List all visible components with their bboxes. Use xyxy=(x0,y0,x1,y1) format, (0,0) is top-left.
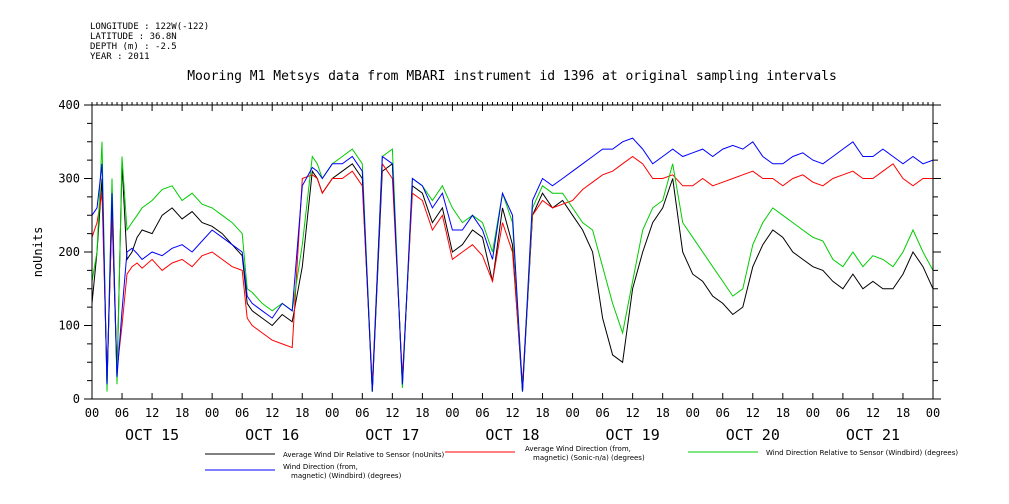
x-tick-label: 00 xyxy=(445,406,459,420)
x-tick-label: 18 xyxy=(295,406,309,420)
x-tick-label: 12 xyxy=(866,406,880,420)
x-tick-label: 06 xyxy=(115,406,129,420)
x-tick-label: 00 xyxy=(85,406,99,420)
x-tick-label: 00 xyxy=(205,406,219,420)
x-tick-label: 18 xyxy=(776,406,790,420)
x-tick-label: 18 xyxy=(535,406,549,420)
day-label: OCT 20 xyxy=(726,426,780,444)
x-tick-label: 00 xyxy=(685,406,699,420)
legend: Average Wind Dir Relative to Sensor (noU… xyxy=(205,445,958,480)
x-tick-label: 12 xyxy=(385,406,399,420)
x-tick-label: 18 xyxy=(896,406,910,420)
legend-label-3: Wind Direction Relative to Sensor (Windb… xyxy=(766,449,958,457)
day-label: OCT 16 xyxy=(245,426,299,444)
series-layer xyxy=(91,137,934,392)
x-tick-label: 00 xyxy=(926,406,940,420)
y-tick-label: 100 xyxy=(58,319,80,333)
y-tick-label: 400 xyxy=(58,98,80,112)
x-tick-label: 12 xyxy=(265,406,279,420)
series-line-1 xyxy=(91,162,934,392)
x-tick-label: 06 xyxy=(355,406,369,420)
series-line-2 xyxy=(91,155,933,385)
chart-title: Mooring M1 Metsys data from MBARI instru… xyxy=(187,69,837,84)
axis-layer: 00 06 12 18 00 06 12 18 00 06 12 18 00 06 12 18 00 06 12 18… xyxy=(58,98,941,444)
legend-label-2: Average Wind Direction (from, magnetic) (… xyxy=(525,445,645,462)
x-tick-label: 12 xyxy=(505,406,519,420)
x-tick-label: 06 xyxy=(836,406,850,420)
latitude-label: LATITUDE : 36.8N xyxy=(90,32,177,42)
legend-label-4: Wind Direction (from, magnetic) (Windbird… xyxy=(283,463,402,480)
x-tick-label: 12 xyxy=(746,406,760,420)
x-tick-label: 06 xyxy=(475,406,489,420)
y-tick-label: 300 xyxy=(58,172,80,186)
year-label: YEAR : 2011 xyxy=(90,52,150,62)
series-line-4 xyxy=(91,137,934,392)
x-tick-label: 12 xyxy=(625,406,639,420)
longitude-label: LONGITUDE : 122W(-122) xyxy=(90,22,209,32)
day-label: OCT 17 xyxy=(365,426,419,444)
y-tick-label: 0 xyxy=(73,392,80,406)
x-tick-label: 12 xyxy=(145,406,159,420)
legend-label-1: Average Wind Dir Relative to Sensor (noU… xyxy=(283,451,444,459)
series-line-3 xyxy=(91,141,934,392)
x-tick-label: 00 xyxy=(806,406,820,420)
day-label: OCT 21 xyxy=(846,426,900,444)
x-tick-label: 18 xyxy=(655,406,669,420)
x-tick-label: 06 xyxy=(595,406,609,420)
day-label: OCT 15 xyxy=(125,426,179,444)
x-tick-label: 00 xyxy=(565,406,579,420)
x-tick-label: 18 xyxy=(175,406,189,420)
day-label: OCT 18 xyxy=(485,426,539,444)
day-label: OCT 19 xyxy=(606,426,660,444)
x-tick-label: 06 xyxy=(716,406,730,420)
y-axis-label: noUnits xyxy=(31,227,45,278)
y-tick-label: 200 xyxy=(58,245,80,259)
x-tick-label: 00 xyxy=(325,406,339,420)
x-tick-label: 06 xyxy=(235,406,249,420)
depth-label: DEPTH (m) : -2.5 xyxy=(90,42,177,52)
x-tick-label: 18 xyxy=(415,406,429,420)
